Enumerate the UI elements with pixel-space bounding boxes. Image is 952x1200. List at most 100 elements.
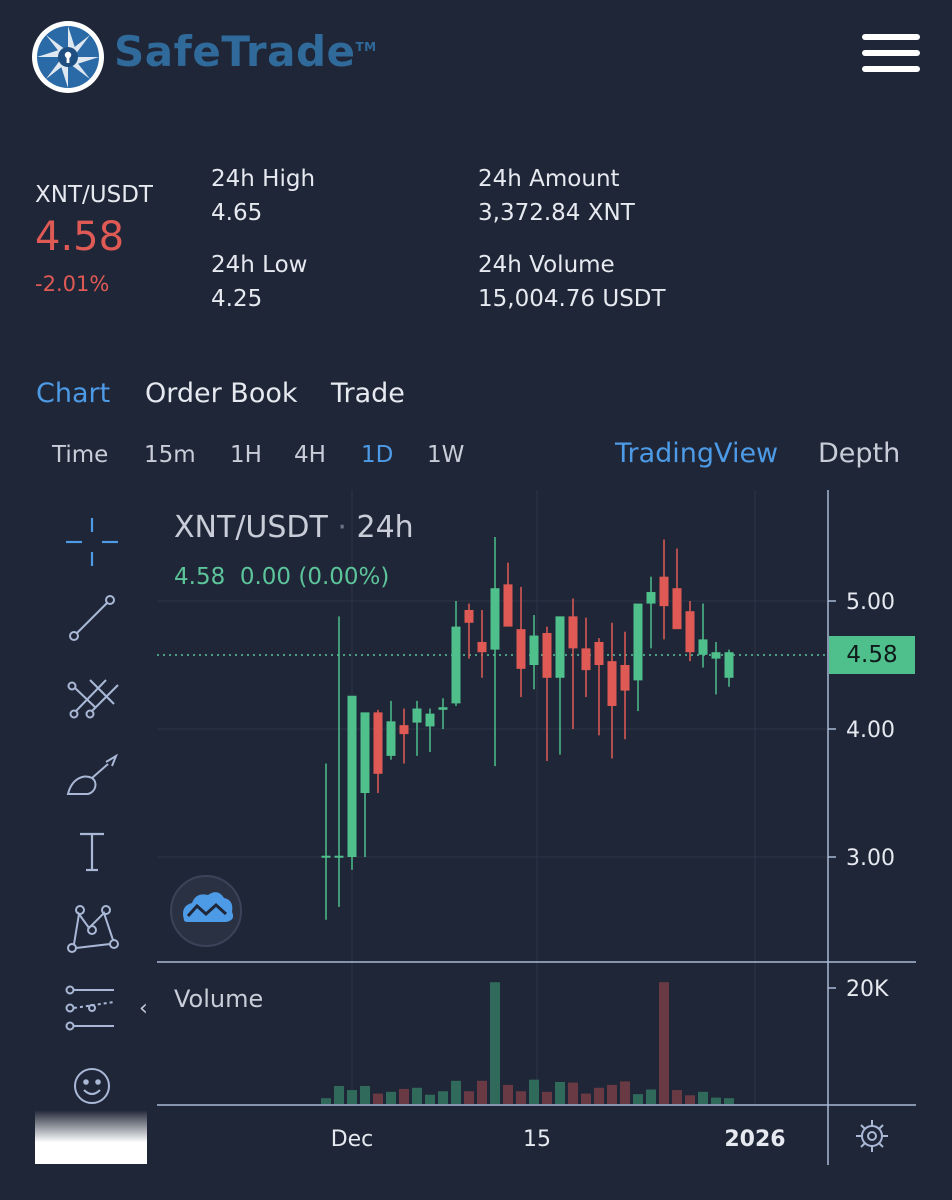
volume-bar xyxy=(438,1091,448,1104)
candle-body xyxy=(490,588,500,650)
candle xyxy=(399,708,409,764)
candle-body xyxy=(321,855,331,858)
candle-body xyxy=(659,576,669,607)
trend-line-icon xyxy=(69,595,115,641)
pattern-icon xyxy=(67,905,119,953)
candle-body xyxy=(724,652,734,678)
tradingview-button[interactable]: TradingView xyxy=(615,438,779,469)
volume-bar xyxy=(698,1091,708,1104)
candle-body xyxy=(529,635,539,665)
pair-name: XNT/USDT xyxy=(35,182,153,208)
volume-bar xyxy=(490,982,500,1104)
candle xyxy=(464,603,474,659)
volume-bar xyxy=(607,1084,617,1104)
pitchfork-tool[interactable] xyxy=(62,668,122,728)
menu-button[interactable] xyxy=(862,34,920,76)
collapse-toolbar-button[interactable]: ‹ xyxy=(139,996,148,1021)
interval-4h[interactable]: 4H xyxy=(294,442,326,468)
volume-pane-label: Volume xyxy=(174,985,264,1013)
candle xyxy=(503,562,513,627)
candle-body xyxy=(620,665,630,691)
pattern-tool[interactable] xyxy=(62,900,122,960)
tradingview-badge[interactable] xyxy=(170,875,242,947)
legend-change: 0.00 xyxy=(239,564,292,590)
volume-bar xyxy=(425,1094,435,1104)
volume-bar xyxy=(347,1090,357,1104)
volume-bar xyxy=(542,1091,552,1104)
candle-body xyxy=(373,712,383,774)
candle xyxy=(594,638,604,736)
candle-body xyxy=(464,609,474,623)
volume-bar xyxy=(464,1091,474,1104)
text-tool[interactable] xyxy=(62,822,122,882)
interval-1h[interactable]: 1H xyxy=(230,442,262,468)
interval-1d[interactable]: 1D xyxy=(361,442,394,468)
volume-bar xyxy=(646,1089,656,1104)
x-tick-15: 15 xyxy=(523,1127,551,1152)
brush-tool[interactable] xyxy=(62,748,122,808)
candle xyxy=(659,539,669,640)
candle xyxy=(425,708,435,753)
safetrade-logo-icon xyxy=(32,21,104,93)
tab-chart[interactable]: Chart xyxy=(36,378,111,409)
candle-body xyxy=(568,616,578,649)
candle-body xyxy=(451,626,461,704)
chart-interval: 24h xyxy=(356,510,414,545)
tab-order-book[interactable]: Order Book xyxy=(145,378,298,409)
candle xyxy=(555,616,565,755)
legend-pct: (0.00%) xyxy=(298,564,390,590)
interval-1w[interactable]: 1W xyxy=(427,442,465,468)
volume-bar xyxy=(568,1082,578,1104)
volume-bar xyxy=(633,1094,643,1104)
amount-value: 3,372.84 XNT xyxy=(478,200,635,226)
price-change: -2.01% xyxy=(35,272,110,296)
candle-body xyxy=(334,855,344,858)
candle xyxy=(672,548,682,630)
candle-body xyxy=(516,629,526,669)
candle xyxy=(334,616,344,907)
emoji-tool[interactable] xyxy=(62,1056,122,1116)
candle xyxy=(568,598,578,729)
text-icon xyxy=(80,832,104,872)
candle-body xyxy=(672,588,682,630)
chart-legend: 4.58 0.00 (0.00%) xyxy=(174,564,389,590)
crosshair-icon xyxy=(66,518,118,566)
volume-bar xyxy=(581,1093,591,1104)
faded-overlay xyxy=(35,1110,147,1164)
trend-line-tool[interactable] xyxy=(62,588,122,648)
brand-logo[interactable]: SafeTradeTM xyxy=(30,18,377,96)
candle xyxy=(386,700,396,760)
x-tick-dec: Dec xyxy=(331,1127,374,1152)
candle-body xyxy=(425,713,435,727)
candle-body xyxy=(633,603,643,681)
volume-bar xyxy=(360,1086,370,1104)
volume-bar xyxy=(724,1098,734,1104)
y-tick-5: 5.00 xyxy=(846,590,895,615)
tab-trade[interactable]: Trade xyxy=(331,378,405,409)
settings-gear-icon[interactable] xyxy=(856,1120,888,1152)
crosshair-tool[interactable] xyxy=(62,512,122,572)
candle xyxy=(620,631,630,740)
candle-body xyxy=(711,652,721,659)
volume-bar xyxy=(399,1088,409,1104)
volume-bar xyxy=(451,1080,461,1104)
candle xyxy=(360,712,370,857)
legend-price: 4.58 xyxy=(174,564,226,590)
candle xyxy=(490,537,500,767)
low-label: 24h Low xyxy=(211,252,308,278)
volume-bar xyxy=(529,1079,539,1104)
interval-time[interactable]: Time xyxy=(52,442,109,468)
interval-15m[interactable]: 15m xyxy=(144,442,196,468)
volume-bar xyxy=(412,1087,422,1104)
candle xyxy=(607,622,617,759)
volume-bar xyxy=(321,1098,331,1104)
volume-bar xyxy=(477,1080,487,1104)
volume-bar xyxy=(516,1091,526,1104)
last-price: 4.58 xyxy=(35,214,125,260)
candle-body xyxy=(594,641,604,665)
candle xyxy=(438,698,448,729)
brand-name: SafeTradeTM xyxy=(114,26,377,76)
depth-button[interactable]: Depth xyxy=(818,438,901,469)
amount-label: 24h Amount xyxy=(478,166,620,192)
measure-tool[interactable] xyxy=(62,978,122,1038)
